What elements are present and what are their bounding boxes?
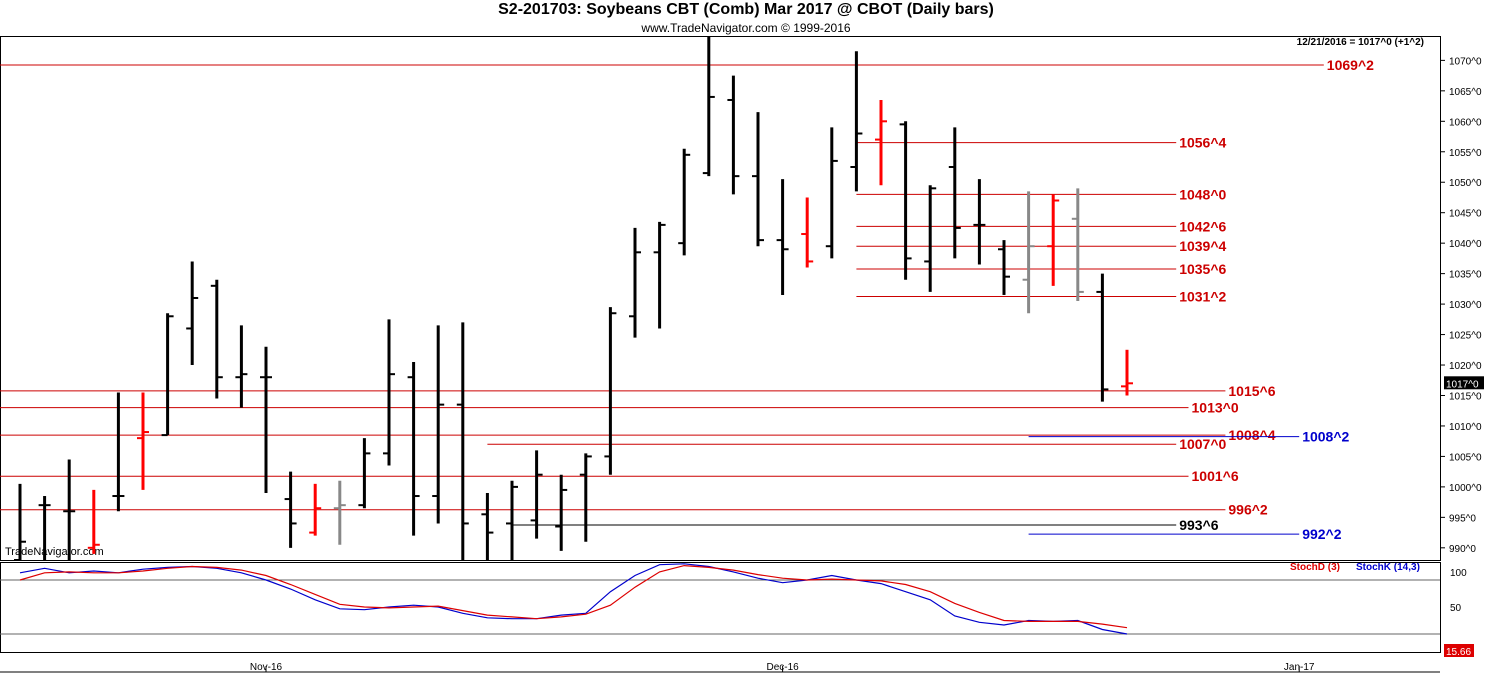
y-tick-label: 1005^0 — [1449, 452, 1482, 463]
level-label: 1035^6 — [1179, 261, 1226, 277]
last-price-info: 12/21/2016 = 1017^0 (+1^2) — [1296, 37, 1424, 48]
level-label: 1001^6 — [1192, 468, 1239, 484]
last-price-label: 1017^0 — [1446, 379, 1479, 390]
level-label: 1013^0 — [1192, 400, 1239, 416]
chart-title: S2-201703: Soybeans CBT (Comb) Mar 2017 … — [498, 1, 994, 18]
level-label: 996^2 — [1228, 502, 1268, 518]
y-tick-label: 1025^0 — [1449, 331, 1482, 342]
level-label: 1015^6 — [1228, 383, 1275, 399]
y-tick-label: 990^0 — [1449, 544, 1476, 555]
x-tick-label: Dec-16 — [766, 662, 799, 673]
stoch-panel-frame — [0, 562, 1441, 653]
x-tick-label: Nov-16 — [250, 662, 283, 673]
level-label: 1031^2 — [1179, 288, 1226, 304]
y-tick-label: 1055^0 — [1449, 148, 1482, 159]
y-tick-label: 1020^0 — [1449, 361, 1482, 372]
last-price-box — [1444, 376, 1484, 390]
level-label: 993^6 — [1179, 517, 1219, 533]
y-tick-label: 1040^0 — [1449, 239, 1482, 250]
y-tick-label: 1030^0 — [1449, 300, 1482, 311]
y-tick-label: 995^0 — [1449, 513, 1476, 524]
level-label: 1056^4 — [1179, 135, 1226, 151]
y-tick-label: 1050^0 — [1449, 178, 1482, 189]
level-label: 1007^0 — [1179, 436, 1226, 452]
chart-subtitle: www.TradeNavigator.com © 1999-2016 — [641, 21, 851, 35]
stochd-line — [19, 564, 1128, 629]
stoch-tick-label: 50 — [1450, 603, 1462, 614]
watermark: TradeNavigator.com — [5, 546, 104, 558]
y-tick-label: 1035^0 — [1449, 270, 1482, 281]
y-tick-label: 1070^0 — [1449, 56, 1482, 67]
y-tick-label: 1000^0 — [1449, 483, 1482, 494]
stochk-legend: StochK (14,3) — [1356, 562, 1420, 573]
y-tick-label: 1010^0 — [1449, 422, 1482, 433]
x-tick-label: Jan-17 — [1284, 662, 1315, 673]
stoch-last-box — [1444, 644, 1474, 657]
level-label: 1008^2 — [1302, 429, 1349, 445]
y-tick-label: 1065^0 — [1449, 87, 1482, 98]
level-label: 1039^4 — [1179, 238, 1226, 254]
stochk-line — [19, 563, 1128, 635]
y-tick-label: 1015^0 — [1449, 391, 1482, 402]
stoch-last-label: 15.66 — [1446, 647, 1471, 658]
level-label: 1048^0 — [1179, 186, 1226, 202]
stoch-tick-label: 100 — [1450, 568, 1467, 579]
y-tick-label: 1060^0 — [1449, 117, 1482, 128]
level-label: 1008^4 — [1228, 427, 1275, 443]
level-label: 992^2 — [1302, 526, 1342, 542]
y-tick-label: 1045^0 — [1449, 209, 1482, 220]
level-label: 1069^2 — [1327, 57, 1374, 73]
stochd-legend: StochD (3) — [1290, 562, 1340, 573]
price-panel-frame — [0, 36, 1441, 561]
level-label: 1042^6 — [1179, 218, 1226, 234]
